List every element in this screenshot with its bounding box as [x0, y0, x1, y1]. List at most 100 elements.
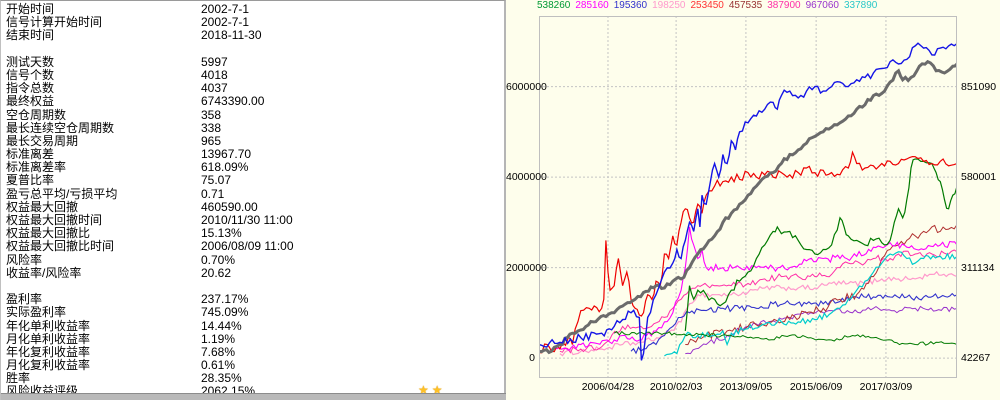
stat-value: 237.17%	[201, 292, 249, 307]
stat-row: 指令总数 4037	[1, 81, 504, 96]
stat-label: 最终权益	[6, 94, 55, 109]
stat-value: 0.71	[201, 186, 225, 201]
stat-value: 618.09%	[201, 160, 249, 175]
series-538260	[684, 158, 957, 331]
stat-value: 1.19%	[201, 331, 236, 346]
series-285160	[546, 226, 957, 354]
stat-label: 权益最大回撤	[6, 199, 79, 214]
stat-row: 盈亏总平均/亏损平均 0.71	[1, 186, 504, 201]
stat-value: 28.35%	[201, 371, 242, 386]
stats-panel: 开始时间 2002-7-1 信号计算开始时间 2002-7-1 结束时间 2018-11-…	[0, 0, 507, 400]
stat-value: 4037	[201, 81, 228, 96]
legend-item: 337890	[844, 0, 878, 11]
chart-legend: 538260 285160 195360 198250 253450 457535 3879…	[537, 0, 882, 11]
stat-value: 745.09%	[201, 305, 249, 320]
stat-label: 年化复利收益率	[6, 344, 91, 359]
stat-value: 0.61%	[201, 358, 236, 373]
y-axis-tick-label: 6000000	[506, 80, 547, 93]
stat-row: 年化复利收益率 7.68%	[1, 344, 504, 359]
stat-label: 权益最大回撤比	[6, 226, 91, 241]
stat-row: 信号个数 4018	[1, 67, 504, 82]
secondary-y-axis-tick-label: 851090	[961, 80, 997, 93]
legend-item: 538260	[537, 0, 571, 11]
stat-row: 最长交易周期 965	[1, 133, 504, 148]
star-icon: ★	[418, 383, 429, 398]
stat-row: 风险率 0.70%	[1, 252, 504, 267]
stat-row: 胜率 28.35%	[1, 372, 504, 385]
stat-row: 标准离差率 618.09%	[1, 161, 504, 174]
stat-label: 结束时间	[6, 28, 55, 43]
plot-border	[539, 16, 957, 378]
legend-item: 967060	[805, 0, 839, 11]
stat-row: 标准离差 13967.70	[1, 147, 504, 161]
stat-value: 15.13%	[201, 226, 242, 241]
stat-value: 5997	[201, 54, 228, 69]
stat-row: 信号计算开始时间 2002-7-1	[1, 15, 504, 30]
stat-row: 盈利率 237.17%	[1, 292, 504, 307]
stat-value: 4018	[201, 67, 228, 82]
stat-row: 空仓周期数 358	[1, 107, 504, 122]
stat-row: 权益最大回撤比 15.13%	[1, 226, 504, 241]
series-387900	[559, 249, 957, 354]
stat-label: 胜率	[6, 371, 31, 386]
stat-row: 实际盈利率 745.09%	[1, 306, 504, 319]
stat-value: 358	[201, 107, 222, 122]
stat-row: 最终权益 6743390.00	[1, 95, 504, 108]
stat-value: 338	[201, 120, 222, 135]
stat-label: 权益最大回撤比时间	[6, 239, 115, 254]
stat-label: 月化复利收益率	[6, 358, 91, 373]
stat-row: 年化单利收益率 14.44%	[1, 318, 504, 333]
stat-value: 965	[201, 133, 222, 148]
series-green-low-line	[613, 330, 957, 346]
stat-label: 信号计算开始时间	[6, 15, 103, 30]
stat-value: 460590.00	[201, 199, 258, 214]
secondary-y-axis-tick-label: 311134	[961, 261, 995, 274]
stat-value: 2002-7-1	[201, 15, 250, 30]
series-967060	[685, 305, 957, 355]
stat-row: 夏普比率 75.07	[1, 174, 504, 187]
legend-item: 253450	[690, 0, 724, 11]
stat-value: 2010/11/30 11:00	[201, 213, 293, 227]
series-195360	[630, 292, 957, 355]
stat-value: 2002-7-1	[201, 2, 250, 16]
stat-label: 风险率	[6, 252, 43, 267]
legend-item: 457535	[728, 0, 763, 11]
stat-value: 2006/08/09 11:00	[201, 239, 294, 254]
stat-row: 月化单利收益率 1.19%	[1, 331, 504, 346]
stat-row: 开始时间 2002-7-1	[1, 2, 504, 16]
stat-label: 盈利率	[6, 292, 43, 307]
stat-label: 开始时间	[6, 2, 55, 16]
stat-row: 月化复利收益率 0.61%	[1, 358, 504, 373]
rating-stars: ★ ★	[418, 384, 446, 397]
chart-svg[interactable]	[539, 16, 957, 378]
series-198250	[559, 270, 957, 357]
legend-item: 285160	[575, 0, 609, 11]
stat-label: 空仓周期数	[6, 107, 67, 122]
stat-label: 测试天数	[6, 54, 55, 69]
stat-row: 结束时间 2018-11-30	[1, 29, 504, 42]
stats-panel-scrollbar[interactable]	[1, 393, 507, 400]
y-axis-tick-label: 0	[529, 352, 535, 365]
series-blue-riser	[539, 42, 957, 361]
x-axis-tick-label: 2013/09/05	[719, 381, 773, 393]
series-253450	[539, 150, 957, 354]
y-axis-tick-label: 4000000	[506, 171, 547, 184]
stat-label: 年化单利收益率	[6, 318, 91, 333]
stat-value: 75.07	[201, 173, 232, 188]
y-axis-tick-label: 2000000	[506, 261, 547, 274]
stat-label: 夏普比率	[6, 173, 55, 188]
stat-label: 月化单利收益率	[6, 331, 91, 346]
legend-item: 387900	[767, 0, 801, 11]
stat-value: 0.70%	[201, 252, 236, 267]
legend-item: 198250	[652, 0, 686, 11]
stat-row: 测试天数 5997	[1, 54, 504, 69]
stat-value: 2018-11-30	[201, 28, 262, 43]
stat-label: 标准离差率	[6, 160, 67, 175]
stat-label: 权益最大回撤时间	[6, 213, 103, 227]
stat-value: 7.68%	[201, 344, 236, 359]
series-337890	[664, 251, 957, 357]
series-total-equity	[539, 59, 957, 355]
stat-row: 权益最大回撤比时间 2006/08/09 11:00	[1, 240, 504, 253]
equity-chart-panel: 538260 285160 195360 198250 253450 457535 3879…	[506, 0, 1000, 400]
